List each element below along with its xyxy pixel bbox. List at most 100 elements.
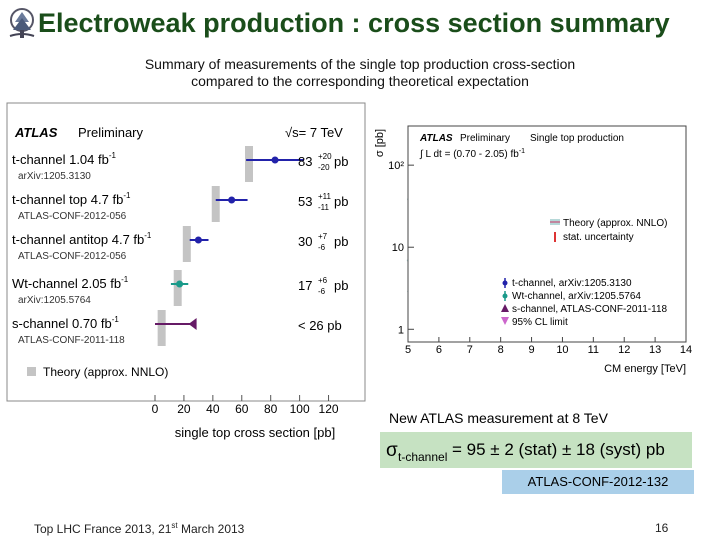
page-number: 16 [655, 521, 669, 535]
lumi-label: ∫ L dt = (0.70 - 2.05) fb-1 [419, 148, 525, 160]
measurement-label: s-channel 0.70 fb-1 [12, 315, 119, 331]
x-tick-label: 14 [680, 344, 692, 356]
left-x-axis: 0 20 40 60 80 100 120 single top cross section … [152, 395, 339, 440]
x-tick-label: 13 [649, 344, 661, 356]
x-tick-label: 5 [405, 344, 411, 356]
theory-band [173, 270, 182, 306]
right-plot-legend: ATLAS Preliminary Single top production ∫ L… [419, 133, 668, 328]
x-tick-label: 60 [235, 402, 249, 416]
error-down: -11 [318, 203, 330, 212]
x-tick-label: 9 [528, 344, 534, 356]
measurement-ref: ATLAS-CONF-2012-056 [18, 211, 127, 222]
conf-note-badge: ATLAS-CONF-2012-132 [502, 470, 694, 494]
measurement-row: t-channel top 4.7 fb-1 ATLAS-CONF-2012-05… [12, 191, 348, 222]
measurement-row: s-channel 0.70 fb-1 ATLAS-CONF-2011-118 < … [12, 315, 342, 346]
x-tick-label: 40 [206, 402, 220, 416]
process-label: Single top production [530, 133, 624, 144]
subtitle-line-1: Summary of measurements of the single to… [144, 56, 576, 72]
measurement-result: 17 [298, 278, 312, 293]
theory-band [245, 146, 253, 182]
lumi-sup: -1 [121, 275, 129, 284]
y-axis-label: σ [pb] [374, 129, 386, 157]
limit-marker [188, 318, 197, 330]
x-tick-label: 8 [498, 344, 504, 356]
stat-legend-label: stat. uncertainty [563, 232, 634, 243]
preliminary-label: Preliminary [460, 133, 510, 144]
theory-legend-swatch [27, 367, 36, 376]
theory-band [182, 226, 191, 262]
sigma-subscript: t-channel [398, 450, 448, 464]
measurement-rows: t-channel 1.04 fb-1 arXiv:1205.3130 83 +20 -… [12, 151, 348, 346]
legend-label: 95% CL limit [512, 317, 568, 328]
error-up: +6 [318, 276, 328, 285]
measurement-result: < 26 pb [298, 318, 342, 333]
measurement-point [228, 196, 236, 204]
x-tick-label: 80 [264, 402, 278, 416]
error-down: -6 [318, 243, 326, 252]
x-tick-label: 6 [436, 344, 442, 356]
error-down: -6 [318, 287, 326, 296]
x-tick-label: 0 [152, 402, 159, 416]
measurement-result: 83 [298, 154, 312, 169]
new-measurement-note: New ATLAS measurement at 8 TeV [389, 410, 608, 426]
measurement-row: t-channel 1.04 fb-1 arXiv:1205.3130 83 +20 -… [12, 151, 348, 182]
legend-label: s-channel, ATLAS-CONF-2011-118 [512, 304, 668, 315]
measurement-unit: pb [334, 194, 348, 209]
x-tick-label: 20 [177, 402, 191, 416]
legend-marker [501, 304, 509, 312]
slide-subtitle: Summary of measurements of the single to… [0, 56, 720, 90]
measurement-ref: ATLAS-CONF-2011-118 [18, 335, 125, 346]
x-tick-label: 12 [618, 344, 630, 356]
measurement-label: t-channel 1.04 fb-1 [12, 151, 117, 167]
atlas-label: ATLAS [14, 125, 58, 140]
theory-legend-label: Theory (approx. NNLO) [43, 365, 168, 379]
measurement-ref: arXiv:1205.5764 [18, 295, 91, 306]
atlas-label: ATLAS [419, 133, 453, 144]
left-plot-header: ATLAS Preliminary √s= 7 TeV Theory (approx.… [14, 125, 343, 379]
measurement-ref: arXiv:1205.3130 [18, 171, 91, 182]
measurement-point [271, 156, 279, 164]
theory-bands [157, 146, 253, 346]
x-axis-label: single top cross section [pb] [175, 425, 335, 440]
error-down: -20 [318, 163, 330, 172]
measurement-unit: pb [334, 278, 348, 293]
measurement-result: 53 [298, 194, 312, 209]
x-tick-label: 10 [556, 344, 568, 356]
measurement-ref: ATLAS-CONF-2012-056 [18, 251, 127, 262]
legend-marker [502, 293, 508, 299]
measurement-label: t-channel top 4.7 fb-1 [12, 191, 131, 207]
theory-band [157, 310, 166, 346]
footer-tail: March 2013 [177, 522, 245, 536]
result-box: σ t-channel = 95 ± 2 (stat) ± 18 (syst) … [380, 432, 692, 468]
x-axis-label: CM energy [TeV] [604, 363, 686, 375]
atlas-tree-logo-icon [9, 8, 35, 38]
sigma-symbol: σ [386, 440, 398, 461]
lumi-sup: -1 [519, 148, 525, 155]
lumi-sup: -1 [112, 315, 120, 324]
x-tick-label: 11 [588, 344, 599, 356]
legend-marker [501, 317, 509, 325]
footer-sup: st [171, 521, 178, 530]
legend-label: Wt-channel, arXiv:1205.5764 [512, 291, 641, 302]
measurement-row: Wt-channel 2.05 fb-1 arXiv:1205.5764 17 +6 -… [12, 275, 348, 306]
error-up: +11 [318, 192, 332, 201]
x-tick-label: 120 [319, 402, 339, 416]
measurement-unit: pb [334, 234, 348, 249]
measurement-point [176, 280, 184, 288]
theory-band [211, 186, 220, 222]
y-tick-label: 10² [388, 160, 404, 172]
y-tick-label: 1 [398, 324, 404, 336]
measurement-result: 30 [298, 234, 312, 249]
measurement-point [194, 236, 202, 244]
measurement-row: t-channel antitop 4.7 fb-1 ATLAS-CONF-201… [12, 231, 348, 262]
measurement-unit: pb [334, 154, 348, 169]
theory-legend-label: Theory (approx. NNLO) [563, 218, 667, 229]
result-value: = 95 ± 2 (stat) ± 18 (syst) pb [452, 440, 665, 459]
measurement-label: Wt-channel 2.05 fb-1 [12, 275, 129, 291]
right-plot-frame [407, 125, 687, 343]
measurement-label: t-channel antitop 4.7 fb-1 [12, 231, 152, 247]
lumi-sup: -1 [109, 151, 117, 160]
